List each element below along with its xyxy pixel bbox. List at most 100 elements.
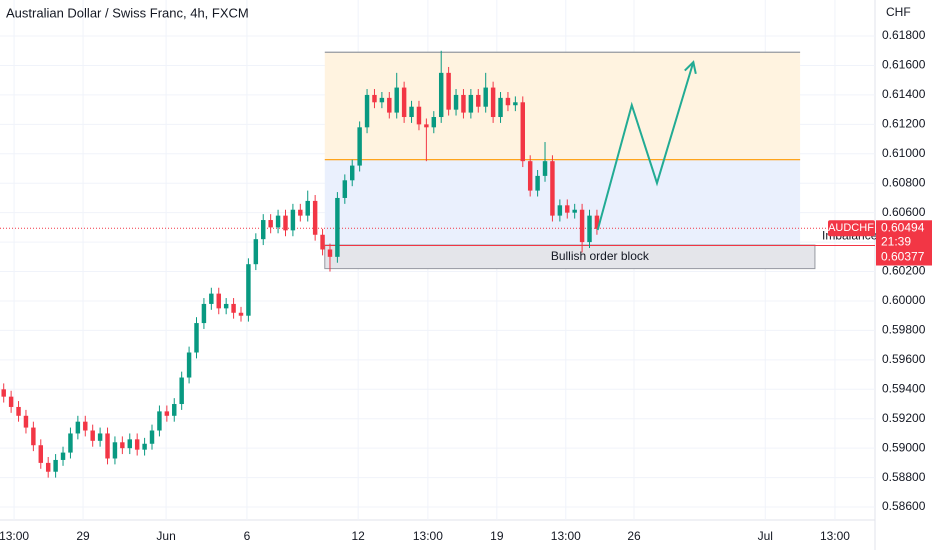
y-tick-label: 0.59000 <box>882 440 926 454</box>
candle-body <box>579 209 585 243</box>
x-tick-label: 12 <box>351 529 365 543</box>
candle-body <box>320 234 325 250</box>
y-tick-label: 0.61000 <box>882 146 926 160</box>
candle-body <box>105 433 110 459</box>
candle-body <box>231 303 236 313</box>
x-tick-label: 13:00 <box>551 529 581 543</box>
candle-body <box>572 209 577 213</box>
candle-body <box>75 421 81 434</box>
candle-body <box>483 87 488 107</box>
candle-body <box>134 439 140 450</box>
arrow-head <box>684 60 697 75</box>
candle-body <box>550 161 555 216</box>
candle-body <box>565 205 570 213</box>
candle-body <box>45 462 51 472</box>
y-tick-label: 0.60600 <box>882 205 926 219</box>
candle-body <box>120 442 125 449</box>
candle-body <box>216 293 221 309</box>
candle-body <box>327 249 333 257</box>
order-block-label: Bullish order block <box>551 249 650 263</box>
candle-body <box>431 117 437 128</box>
candle-body <box>542 161 548 176</box>
y-tick-label: 0.61200 <box>882 117 926 131</box>
candle-body <box>112 442 118 459</box>
candle-body <box>8 396 14 407</box>
candle-body <box>527 161 533 191</box>
candle-body <box>468 94 474 113</box>
candle-body <box>312 200 318 235</box>
candle-body <box>268 220 273 228</box>
candle-body <box>246 264 251 316</box>
symbol-label: AUDCHF <box>828 222 874 234</box>
candle-body <box>350 165 355 181</box>
candle-body <box>83 421 88 431</box>
last-price-label: 0.60494 <box>881 220 925 234</box>
y-tick-label: 0.59400 <box>882 381 926 395</box>
candle-body <box>535 175 540 191</box>
candle-body <box>416 106 422 125</box>
x-tick-label: Jul <box>758 529 773 543</box>
x-tick-label: 6 <box>244 529 251 543</box>
candle-body <box>387 97 392 113</box>
candle-body <box>290 209 296 231</box>
candle-body <box>513 102 518 106</box>
projection-arrow <box>596 61 695 231</box>
candle-body <box>164 411 170 416</box>
level-price-label: 0.60377 <box>881 250 925 264</box>
y-tick-label: 0.59200 <box>882 411 926 425</box>
candle-body <box>53 459 58 472</box>
x-tick-label: 26 <box>627 529 641 543</box>
candle-body <box>90 430 95 441</box>
x-tick-label: 13:00 <box>820 529 850 543</box>
candle-body <box>186 352 192 378</box>
x-tick-label: 13:00 <box>0 529 29 543</box>
x-tick-label: 29 <box>76 529 90 543</box>
candle-body <box>179 377 184 405</box>
candle-body <box>149 430 155 444</box>
candle-body <box>31 427 36 446</box>
candle-body <box>97 433 103 441</box>
y-tick-label: 0.60200 <box>882 264 926 278</box>
candle-body <box>446 72 451 110</box>
currency-label: CHF <box>886 5 911 19</box>
candle-body <box>594 215 600 229</box>
candle-body <box>364 94 370 128</box>
candle-body <box>23 415 29 428</box>
candle-body <box>209 293 214 304</box>
candle-body <box>305 200 310 216</box>
candle-body <box>379 97 385 103</box>
symbol-badge <box>828 220 875 237</box>
candle-body <box>476 94 481 107</box>
candle-body <box>587 215 592 243</box>
candle-body <box>342 180 348 198</box>
candle-body <box>68 433 73 453</box>
candle-body <box>409 106 414 118</box>
candle-body <box>498 97 503 118</box>
y-tick-label: 0.60800 <box>882 175 926 189</box>
candle-body <box>275 215 281 228</box>
y-tick-label: 0.60000 <box>882 293 926 307</box>
candle-body <box>172 404 177 416</box>
y-tick-label: 0.61400 <box>882 87 926 101</box>
candle-body <box>1 389 6 397</box>
candle-body <box>394 87 399 113</box>
candle-body <box>194 323 199 353</box>
candle-body <box>283 215 288 231</box>
candle-body <box>157 411 162 431</box>
candle-body <box>335 197 340 257</box>
candle-body <box>357 127 362 166</box>
candle-body <box>253 239 259 265</box>
candle-body <box>401 87 407 118</box>
candle-body <box>223 303 229 309</box>
candle-body <box>461 94 466 113</box>
candle-body <box>142 443 147 450</box>
y-tick-label: 0.61600 <box>882 58 926 72</box>
candle-body <box>438 72 444 118</box>
candle-body <box>505 97 511 106</box>
chart-title: Australian Dollar / Swiss Franc, 4h, FXC… <box>6 5 249 20</box>
candle-body <box>490 87 496 118</box>
candle-body <box>453 94 459 110</box>
candle-body <box>424 124 429 128</box>
candle-body <box>201 303 207 324</box>
